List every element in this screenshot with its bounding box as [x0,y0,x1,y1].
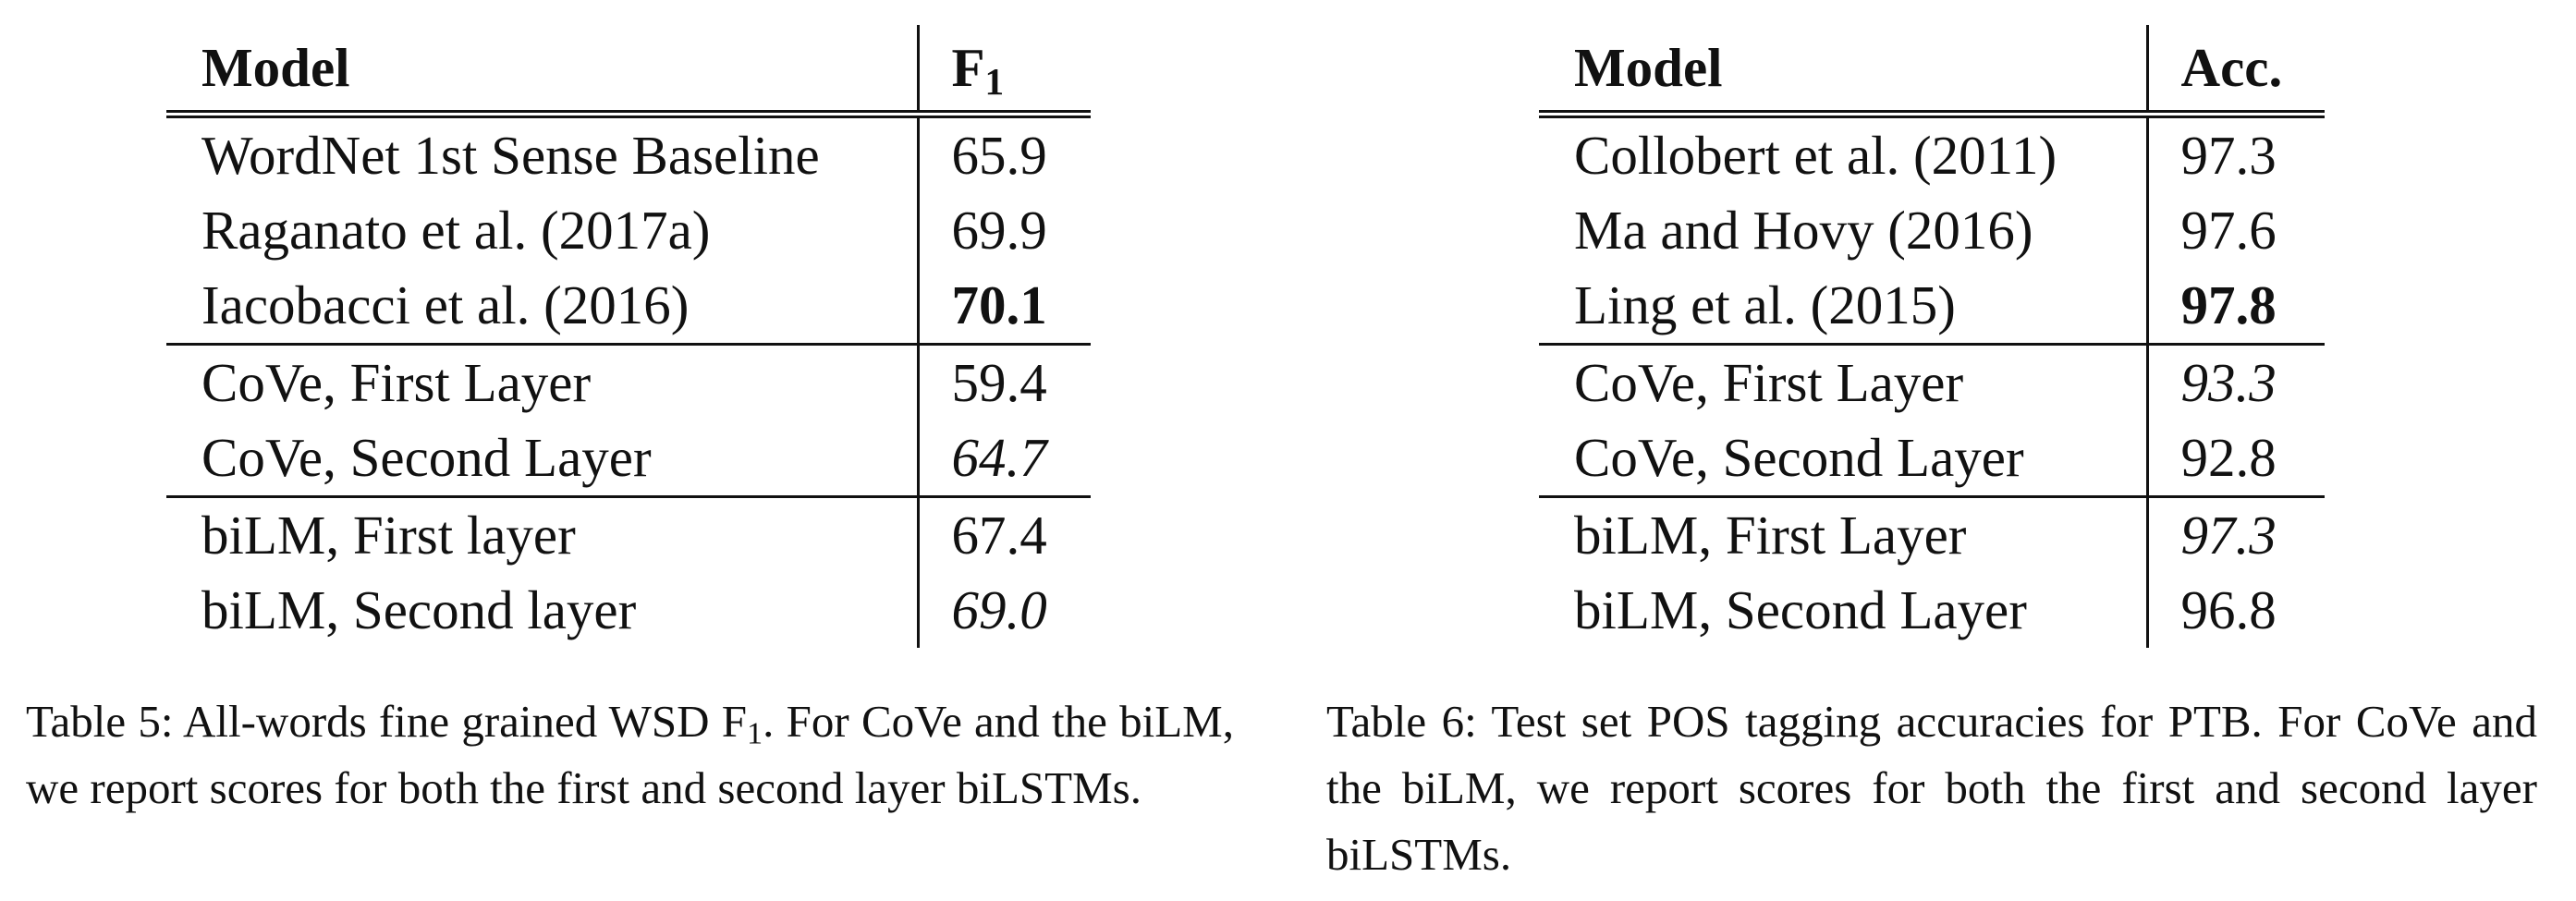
table-6-model-cell: biLM, First Layer [1539,495,2147,573]
table-5-model-cell: CoVe, First Layer [166,343,918,420]
table-5-model-cell: biLM, First layer [166,495,918,573]
table-6-header-score: Acc. [2145,25,2325,115]
table-5-caption-text-start: All-words fine grained WSD F [183,696,747,747]
table-5-score-cell-emphasized: 69.0 [916,573,1091,648]
table-5: Model F1 WordNet 1st Sense Baseline 65.9… [166,25,1091,648]
table-6: Model Acc. Collobert et al. (2011) 97.3 … [1539,25,2325,648]
table-6-header-row: Model Acc. [1539,25,2325,115]
table-5-caption-text: All-words fine grained WSD F1. For CoVe … [26,696,1234,813]
table-row: CoVe, First Layer 93.3 [1539,343,2325,420]
table-6-model-cell: biLM, Second Layer [1574,579,2027,640]
table-5-group-bilm: biLM, First layer 67.4 biLM, Second laye… [166,495,1091,648]
table-6-caption: Table 6: Test set POS tagging accuracies… [1326,688,2537,888]
table-row: CoVe, Second Layer 64.7 [166,420,1091,497]
table-5-model-cell: Iacobacci et al. (2016) [201,274,690,335]
table-row: biLM, Second layer 69.0 [166,573,1091,648]
table-6-score-cell-emphasized: 97.3 [2145,495,2325,573]
table-5-score-cell-best: 70.1 [916,268,1091,345]
table-row: Iacobacci et al. (2016) 70.1 [166,268,1091,345]
table-6-model-cell: Ling et al. (2015) [1574,274,1956,335]
table-5-model-cell: WordNet 1st Sense Baseline [166,110,918,193]
table-5-header-score: F1 [916,25,1091,115]
table-row: Collobert et al. (2011) 97.3 [1539,110,2325,193]
table-5-score-cell: 67.4 [916,495,1091,573]
table-5-model-cell: CoVe, Second Layer [201,427,652,488]
table-row: CoVe, First Layer 59.4 [166,343,1091,420]
table-row: biLM, First layer 67.4 [166,495,1091,573]
table-6-model-cell: Ma and Hovy (2016) [1574,200,2033,261]
table-6-score-cell: 96.8 [2145,573,2325,648]
table-5-header-score-subscript: 1 [984,59,1005,103]
table-6-model-cell: CoVe, First Layer [1539,343,2147,420]
table-5-model-cell: biLM, Second layer [201,579,637,640]
table-5-header-row: Model F1 [166,25,1091,115]
table-row: Raganato et al. (2017a) 69.9 [166,193,1091,268]
table-5-caption-subscript: 1 [747,715,763,751]
table-6-group-bilm: biLM, First Layer 97.3 biLM, Second Laye… [1539,495,2325,648]
table-row: biLM, First Layer 97.3 [1539,495,2325,573]
table-6-score-cell: 97.3 [2145,110,2325,193]
table-row: Ma and Hovy (2016) 97.6 [1539,193,2325,268]
table-5-group-baselines: WordNet 1st Sense Baseline 65.9 Raganato… [166,110,1091,345]
table-5-caption-text-end: . For CoVe and the biLM, we report score… [26,696,1234,813]
table-5-score-cell-emphasized: 64.7 [916,420,1091,497]
table-5-score-cell: 59.4 [916,343,1091,420]
table-5-group-cove: CoVe, First Layer 59.4 CoVe, Second Laye… [166,343,1091,497]
table-row: biLM, Second Layer 96.8 [1539,573,2325,648]
table-6-caption-text: Test set POS tagging accuracies for PTB.… [1326,696,2538,880]
table-5-header-model: Model [201,36,350,98]
table-6-caption-label: Table 6: [1326,696,1477,747]
table-5-caption: Table 5: All-words fine grained WSD F1. … [26,688,1234,822]
table-6-header-model: Model [1574,36,1723,98]
table-6-score-cell: 92.8 [2145,420,2325,497]
table-6-group-cove: CoVe, First Layer 93.3 CoVe, Second Laye… [1539,343,2325,497]
table-5-score-cell: 65.9 [916,110,1091,193]
table-6-score-cell-emphasized: 93.3 [2145,343,2325,420]
table-row: CoVe, Second Layer 92.8 [1539,420,2325,497]
table-5-header-score-letter: F [951,36,985,98]
table-5-caption-label: Table 5: [26,696,174,747]
table-6-score-cell-best: 97.8 [2145,268,2325,345]
table-5-score-cell: 69.9 [916,193,1091,268]
table-6-model-cell: Collobert et al. (2011) [1539,110,2147,193]
table-row: WordNet 1st Sense Baseline 65.9 [166,110,1091,193]
table-6-group-baselines: Collobert et al. (2011) 97.3 Ma and Hovy… [1539,110,2325,345]
table-6-model-cell: CoVe, Second Layer [1574,427,2024,488]
table-6-score-cell: 97.6 [2145,193,2325,268]
table-5-model-cell: Raganato et al. (2017a) [201,200,711,261]
table-row: Ling et al. (2015) 97.8 [1539,268,2325,345]
